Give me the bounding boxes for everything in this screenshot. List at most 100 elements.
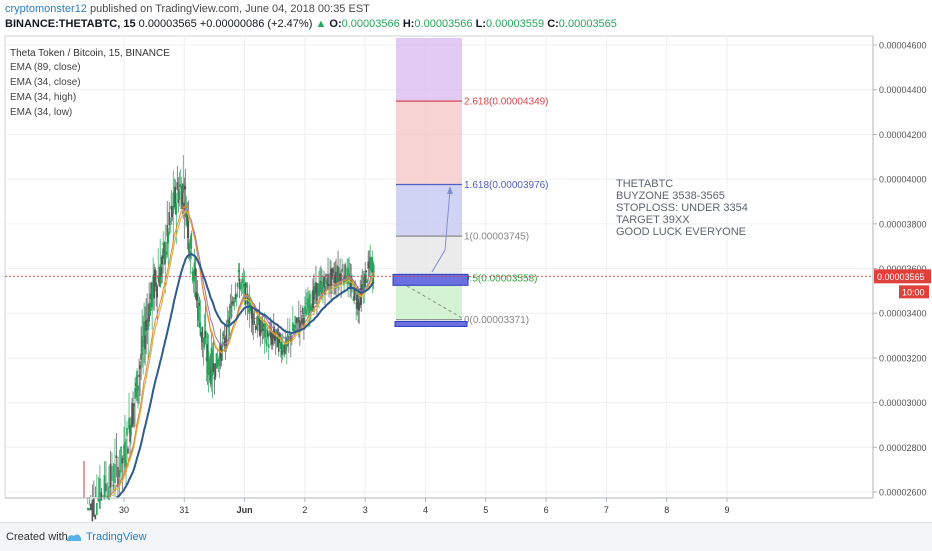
candle-body <box>368 265 371 268</box>
candle-body <box>125 460 127 466</box>
fibonacci-extension[interactable]: 2.618(0.00004349) 1.618(0.00003976) 1(0.00… <box>396 38 549 326</box>
candle-body <box>282 351 285 352</box>
candle-body <box>365 270 368 273</box>
candle-body <box>277 335 280 352</box>
candle-body <box>173 191 176 208</box>
y-tick-label: 0.00002800 <box>879 443 927 453</box>
candle-body <box>126 427 128 436</box>
candle-body <box>230 301 233 318</box>
candle-body <box>258 316 261 336</box>
open-value: 0.00003566 <box>341 18 400 30</box>
candle-body <box>256 315 259 331</box>
candle-body <box>127 448 129 454</box>
candle-body <box>263 323 266 338</box>
candle-body <box>152 275 154 299</box>
candle-body <box>179 184 182 188</box>
candle-body <box>181 185 184 206</box>
price-chart[interactable]: 2.618(0.00004349) 1.618(0.00003976) 1(0.00… <box>0 0 932 522</box>
fib-level-label: 0.5(0.00003558) <box>464 273 537 284</box>
candle-body <box>278 333 281 338</box>
candle-body <box>190 233 193 249</box>
candle-body <box>250 306 253 319</box>
candle-body <box>353 284 355 301</box>
legend-title: Theta Token / Bitcoin, 15, BINANCE <box>10 48 170 59</box>
x-tick-label: 2 <box>302 505 307 515</box>
candle-body <box>200 331 203 337</box>
candle-body <box>149 303 151 316</box>
candle-body <box>348 273 350 277</box>
candle-body <box>265 339 268 347</box>
candle-body <box>235 294 238 297</box>
x-axis[interactable]: 30 31 Jun 2 3 4 5 6 7 8 9 <box>5 497 873 515</box>
candle-body <box>144 335 146 350</box>
low-value: 0.00003559 <box>486 18 545 30</box>
up-arrow-icon: ▲ <box>315 18 327 30</box>
x-tick-label: 5 <box>483 505 488 515</box>
candle-body <box>329 272 331 285</box>
candle-body <box>128 418 130 430</box>
y-tick-label: 0.00004000 <box>879 175 927 185</box>
candle-body <box>254 326 257 330</box>
candle-body <box>170 205 173 210</box>
candle-body <box>184 185 187 190</box>
candle-body <box>334 274 336 284</box>
candle-body <box>314 287 316 294</box>
candle-body <box>260 319 263 330</box>
candle-body <box>337 266 339 282</box>
y-axis[interactable]: 0.00004600 0.00004400 0.00004200 0.00004000… <box>872 36 927 498</box>
candle-body <box>296 318 298 323</box>
symbol-label: BINANCE:THETABTC, 15 <box>5 18 136 30</box>
candle-body <box>299 322 301 330</box>
candle-body <box>186 211 189 221</box>
candle-body <box>194 267 197 277</box>
candle-body <box>103 475 106 500</box>
candle-body <box>247 308 250 312</box>
candle-body <box>202 338 205 343</box>
candle-body <box>239 283 242 289</box>
candle-body <box>267 344 270 348</box>
author-link[interactable]: cryptomonster12 <box>5 3 87 15</box>
x-tick-label: 4 <box>423 505 428 515</box>
candle-body <box>176 182 179 190</box>
ema-34-low-line <box>111 210 375 497</box>
candle-body <box>177 191 180 204</box>
candle-body <box>196 293 199 301</box>
fib-level-label: 2.618(0.00004349) <box>464 97 549 108</box>
candle-body <box>274 337 277 339</box>
trade-zones[interactable] <box>5 273 873 327</box>
candle-body <box>269 330 272 339</box>
x-tick-label: 6 <box>544 505 549 515</box>
candle-body <box>222 334 225 337</box>
candle-body <box>341 268 343 272</box>
y-tick-label: 0.00004400 <box>879 85 927 95</box>
fib-level-label: 1.618(0.00003976) <box>464 180 549 191</box>
candle-body <box>322 284 324 294</box>
candle-body <box>120 446 122 473</box>
candle-body <box>141 335 143 355</box>
candle-body <box>213 376 216 380</box>
candle-body <box>161 255 163 265</box>
candle-body <box>320 281 322 283</box>
candle-body <box>100 492 103 501</box>
candle-body <box>182 183 185 193</box>
open-label: O: <box>329 18 342 30</box>
candle-body <box>159 264 161 287</box>
candle-body <box>211 349 214 377</box>
candle-body <box>217 359 220 364</box>
tradingview-brand[interactable]: TradingView <box>86 531 147 543</box>
candle-body <box>135 383 137 387</box>
publish-line: cryptomonster12 published on TradingView… <box>5 3 370 15</box>
candle-body <box>94 514 97 520</box>
candle-body <box>224 340 227 344</box>
candle-body <box>327 273 329 287</box>
candle-body <box>295 317 297 324</box>
candle-body <box>208 358 211 370</box>
high-value: 0.00003566 <box>414 18 473 30</box>
close-label: C: <box>547 18 559 30</box>
candle-body <box>231 302 234 304</box>
candle-body <box>226 319 229 323</box>
footer: Created with TradingView <box>0 522 932 551</box>
y-tick-label: 0.00004600 <box>879 41 927 51</box>
candle-body <box>157 275 159 280</box>
